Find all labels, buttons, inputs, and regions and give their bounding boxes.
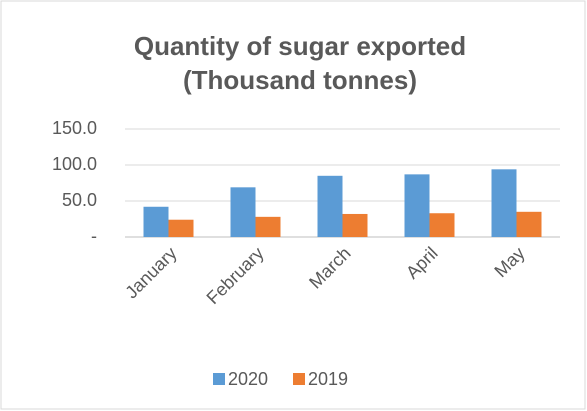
bar — [342, 213, 368, 237]
legend-label: 2020 — [228, 369, 268, 389]
bar — [404, 174, 430, 237]
y-tick-label: - — [91, 226, 97, 246]
legend-swatch — [293, 373, 305, 385]
bar — [516, 211, 542, 237]
bar — [255, 216, 281, 237]
y-tick-label: 100.0 — [52, 154, 97, 174]
legend-swatch — [213, 373, 225, 385]
chart-title: (Thousand tonnes) — [183, 65, 417, 95]
bar — [491, 169, 517, 237]
bar — [230, 187, 256, 237]
bar — [317, 175, 343, 237]
y-tick-label: 150.0 — [52, 118, 97, 138]
chart-title: Quantity of sugar exported — [134, 31, 466, 61]
bar — [168, 219, 194, 237]
y-tick-label: 50.0 — [62, 190, 97, 210]
bar — [143, 206, 169, 237]
bar — [429, 213, 455, 237]
legend-label: 2019 — [308, 369, 348, 389]
